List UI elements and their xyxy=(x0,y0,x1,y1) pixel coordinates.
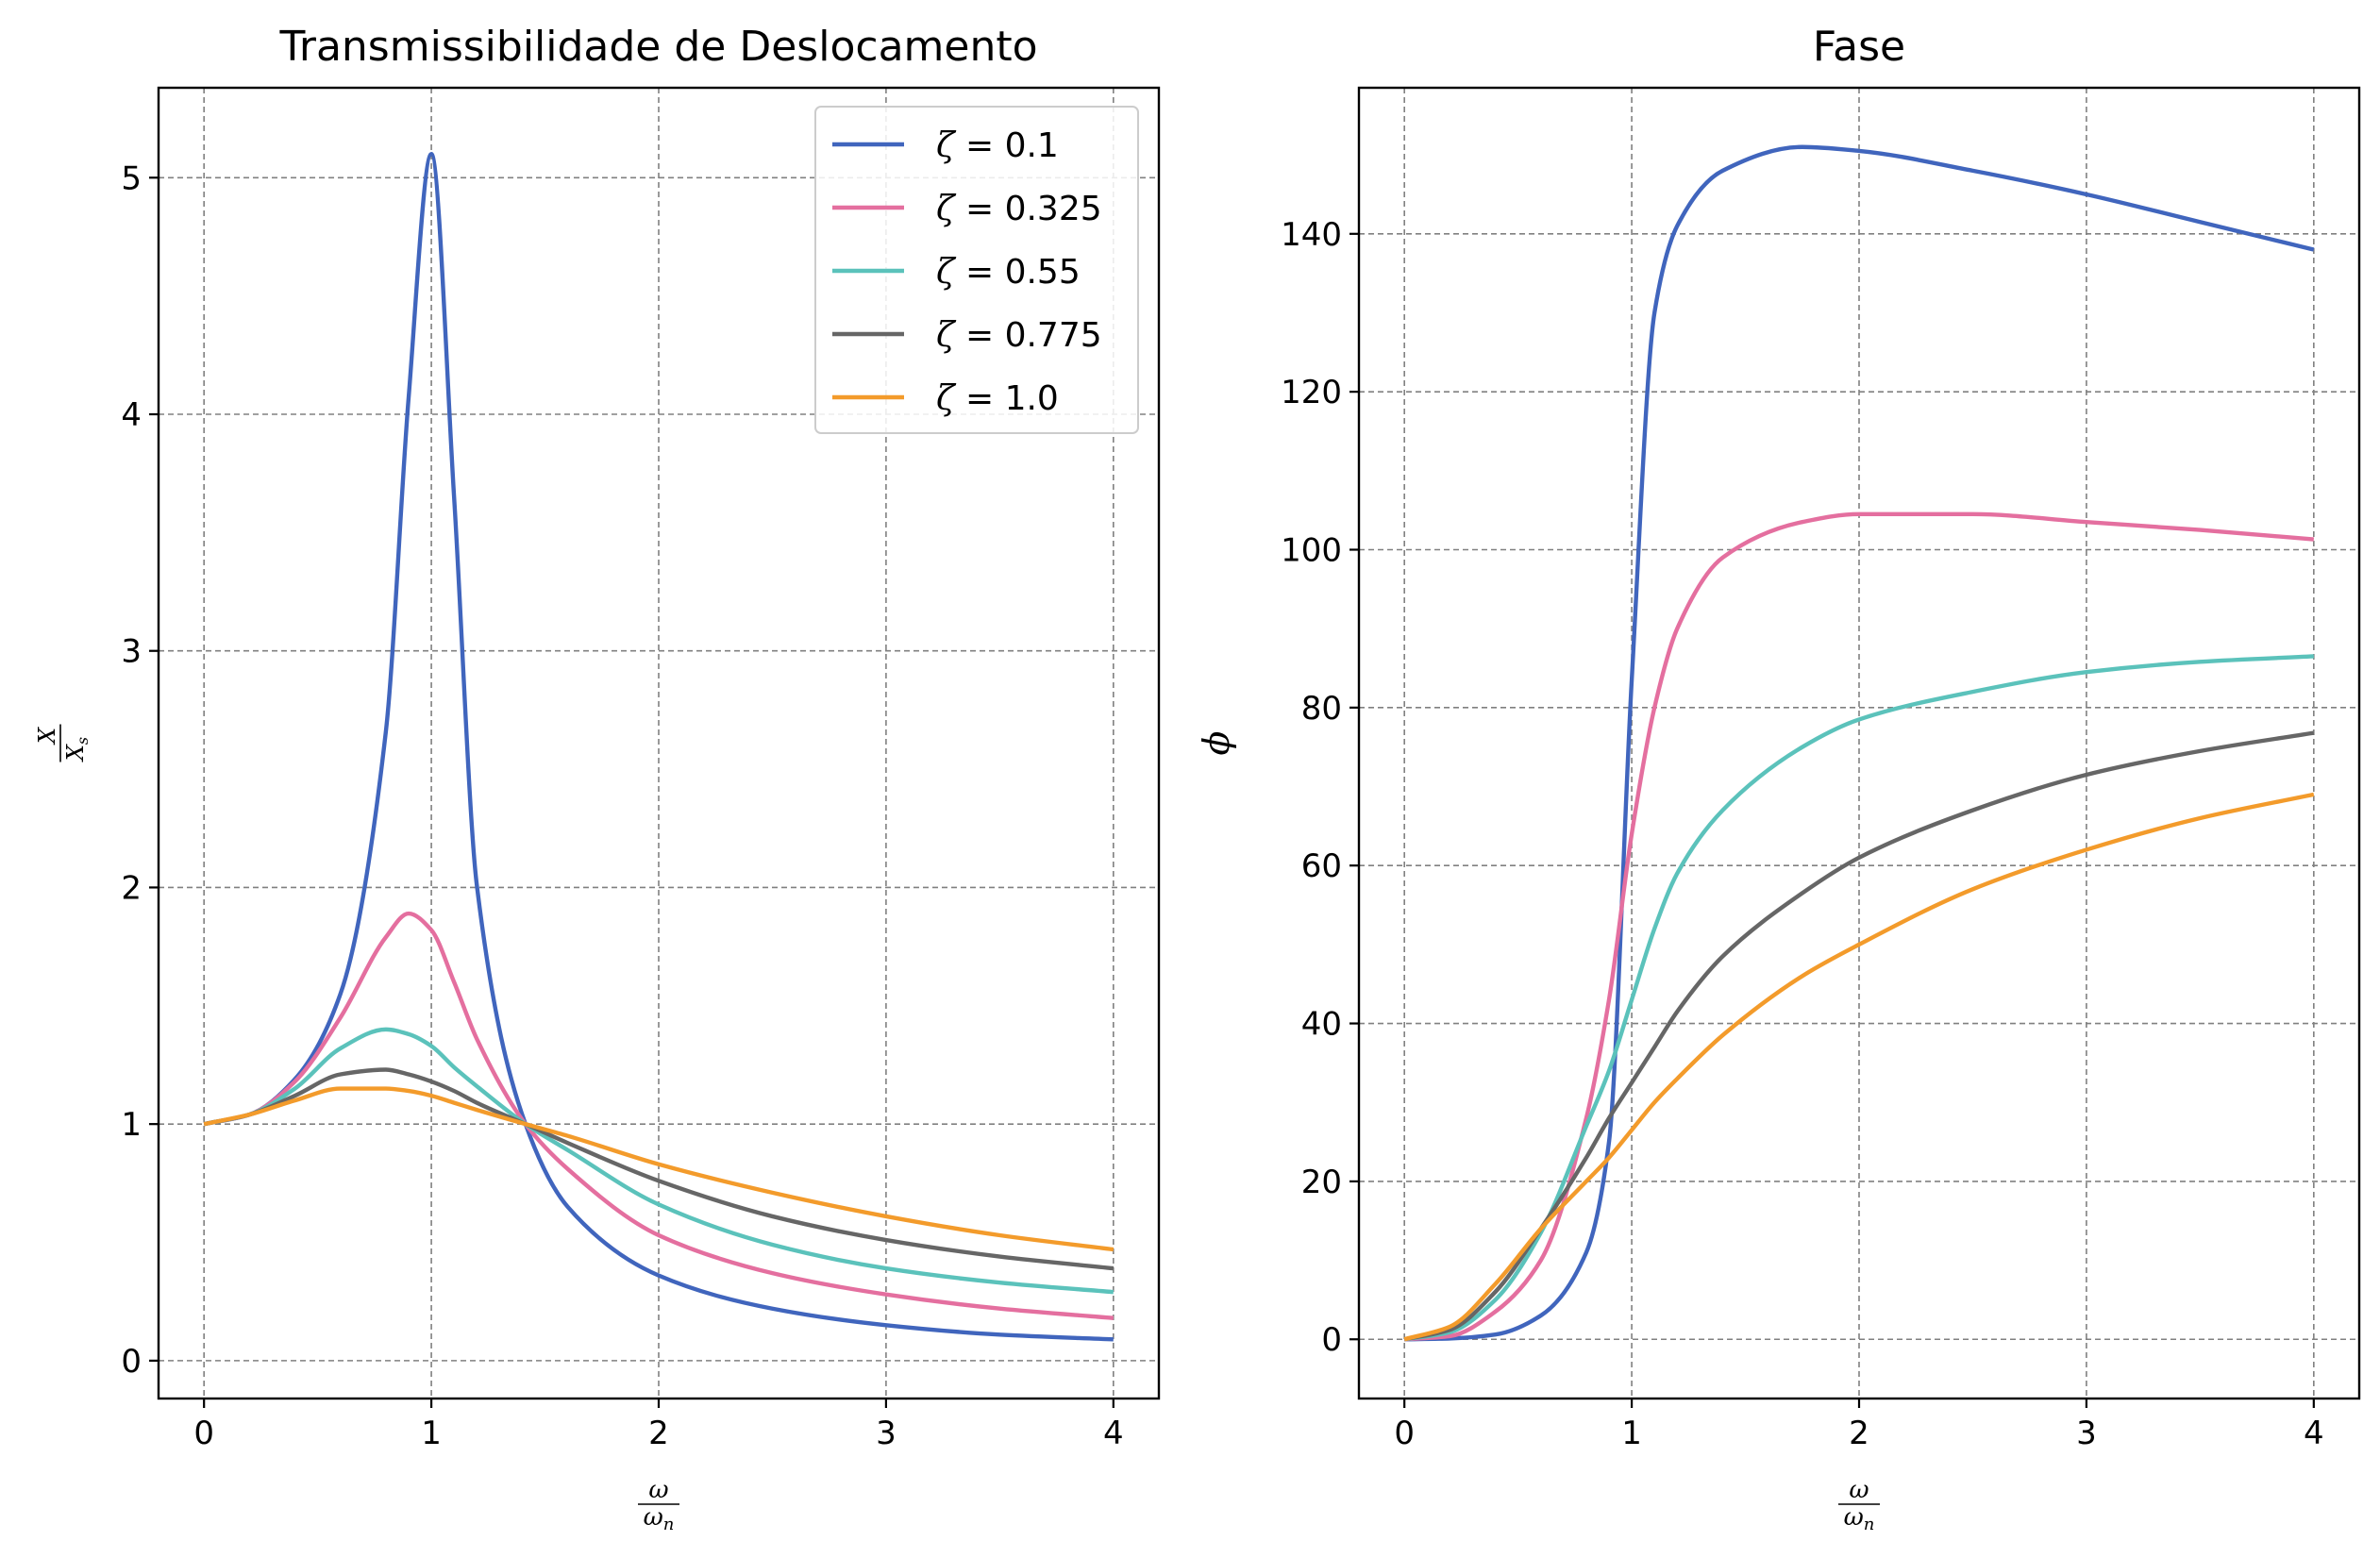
series-line-4 xyxy=(203,1086,1115,1252)
x-tick-label: 4 xyxy=(2304,1415,2324,1452)
series-line-0 xyxy=(1404,144,2315,1342)
x-axis-label: ω ωn xyxy=(1838,1476,1880,1534)
y-tick-label: 0 xyxy=(1321,1321,1342,1359)
series-line-2 xyxy=(1403,654,2314,1342)
legend: ζ = 0.1 ζ = 0.325 ζ = 0.55 ζ = 0.775 ζ = 1.0 xyxy=(814,106,1139,434)
series-lines xyxy=(1403,144,2315,1342)
series-lines xyxy=(203,152,1115,1342)
y-tick-label: 40 xyxy=(1301,1006,1342,1044)
y-axis-label: X Xs xyxy=(34,724,92,762)
x-tick-label: 3 xyxy=(876,1415,897,1452)
y-tick-label: 4 xyxy=(121,396,142,434)
x-axis-label-denominator: ωn xyxy=(1844,1503,1875,1534)
axis-ticks: 0 1 2 3 4 0 1 2 3 4 5 xyxy=(121,159,1123,1452)
y-tick-label: 1 xyxy=(121,1106,142,1144)
x-tick-label: 2 xyxy=(1849,1415,1869,1452)
grid xyxy=(1359,88,2359,1399)
chart-title: Transmissibilidade de Deslocamento xyxy=(278,23,1037,71)
x-tick-label: 0 xyxy=(1394,1415,1415,1452)
series-line-0 xyxy=(203,152,1114,1342)
y-tick-label: 20 xyxy=(1301,1164,1342,1201)
y-tick-label: 120 xyxy=(1281,374,1342,411)
chart-title: Fase xyxy=(1813,23,1905,71)
x-tick-label: 3 xyxy=(2076,1415,2097,1452)
x-tick-label: 1 xyxy=(421,1415,442,1452)
x-axis-label: ω ωn xyxy=(638,1476,679,1534)
y-axis-label-numerator: X xyxy=(34,727,60,745)
y-tick-label: 2 xyxy=(121,869,142,907)
legend-label-3: ζ = 0.775 xyxy=(936,316,1102,355)
legend-label-0: ζ = 0.1 xyxy=(936,126,1059,165)
y-tick-label: 80 xyxy=(1301,690,1342,728)
transmissibility-chart: 0 1 2 3 4 0 1 2 3 4 5 Transmissibilidade de Desloc… xyxy=(34,23,1161,1534)
series-line-1 xyxy=(203,911,1115,1320)
series-line-3 xyxy=(1403,730,2315,1342)
legend-box xyxy=(814,106,1139,434)
legend-label-1: ζ = 0.325 xyxy=(936,190,1102,228)
x-tick-label: 1 xyxy=(1621,1415,1642,1452)
series-line-2 xyxy=(203,1027,1115,1295)
x-axis-label-numerator: ω xyxy=(1849,1476,1869,1504)
x-tick-label: 4 xyxy=(1103,1415,1124,1452)
x-tick-label: 2 xyxy=(648,1415,669,1452)
y-tick-label: 0 xyxy=(121,1343,142,1381)
y-tick-label: 60 xyxy=(1301,847,1342,885)
x-axis-label-denominator: ωn xyxy=(644,1503,675,1534)
series-line-3 xyxy=(203,1067,1115,1271)
legend-label-2: ζ = 0.55 xyxy=(936,253,1081,292)
y-tick-label: 140 xyxy=(1281,216,1342,254)
y-tick-label: 3 xyxy=(121,633,142,671)
y-axis-label: ϕ xyxy=(1196,730,1237,755)
y-tick-label: 100 xyxy=(1281,531,1342,569)
x-tick-label: 0 xyxy=(193,1415,214,1452)
y-tick-label: 5 xyxy=(121,159,142,197)
y-axis-label-denominator: Xs xyxy=(62,737,92,762)
series-line-1 xyxy=(1404,511,2315,1342)
x-axis-label-numerator: ω xyxy=(648,1476,668,1504)
series-line-4 xyxy=(1403,792,2315,1342)
legend-label-4: ζ = 1.0 xyxy=(936,379,1059,418)
